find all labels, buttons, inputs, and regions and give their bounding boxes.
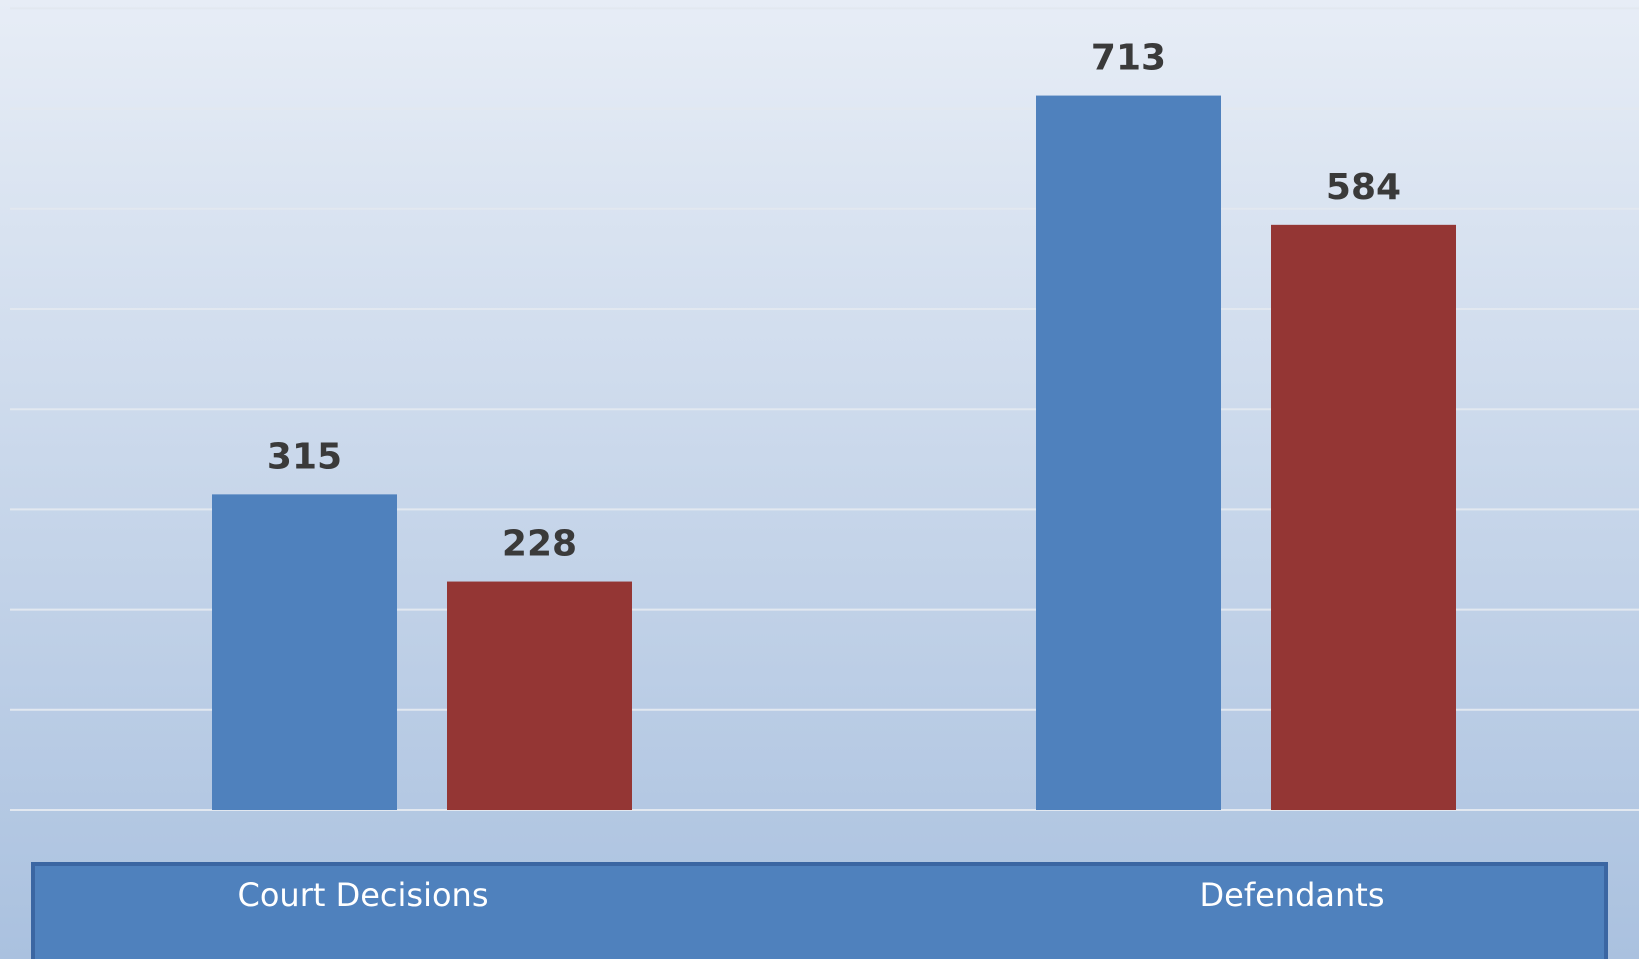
x-tick-label: Defendants bbox=[1200, 876, 1385, 914]
bars: 315 228 713 584 bbox=[212, 38, 1456, 811]
bar bbox=[212, 494, 397, 810]
bar bbox=[447, 581, 632, 810]
category-band bbox=[31, 862, 1608, 959]
value-label: 713 bbox=[1091, 38, 1166, 79]
x-tick-label: Court Decisions bbox=[238, 876, 489, 914]
value-label: 228 bbox=[502, 524, 577, 565]
bar bbox=[1036, 95, 1221, 811]
value-label: 315 bbox=[267, 436, 342, 477]
bar bbox=[1271, 224, 1456, 810]
value-label: 584 bbox=[1326, 167, 1401, 208]
